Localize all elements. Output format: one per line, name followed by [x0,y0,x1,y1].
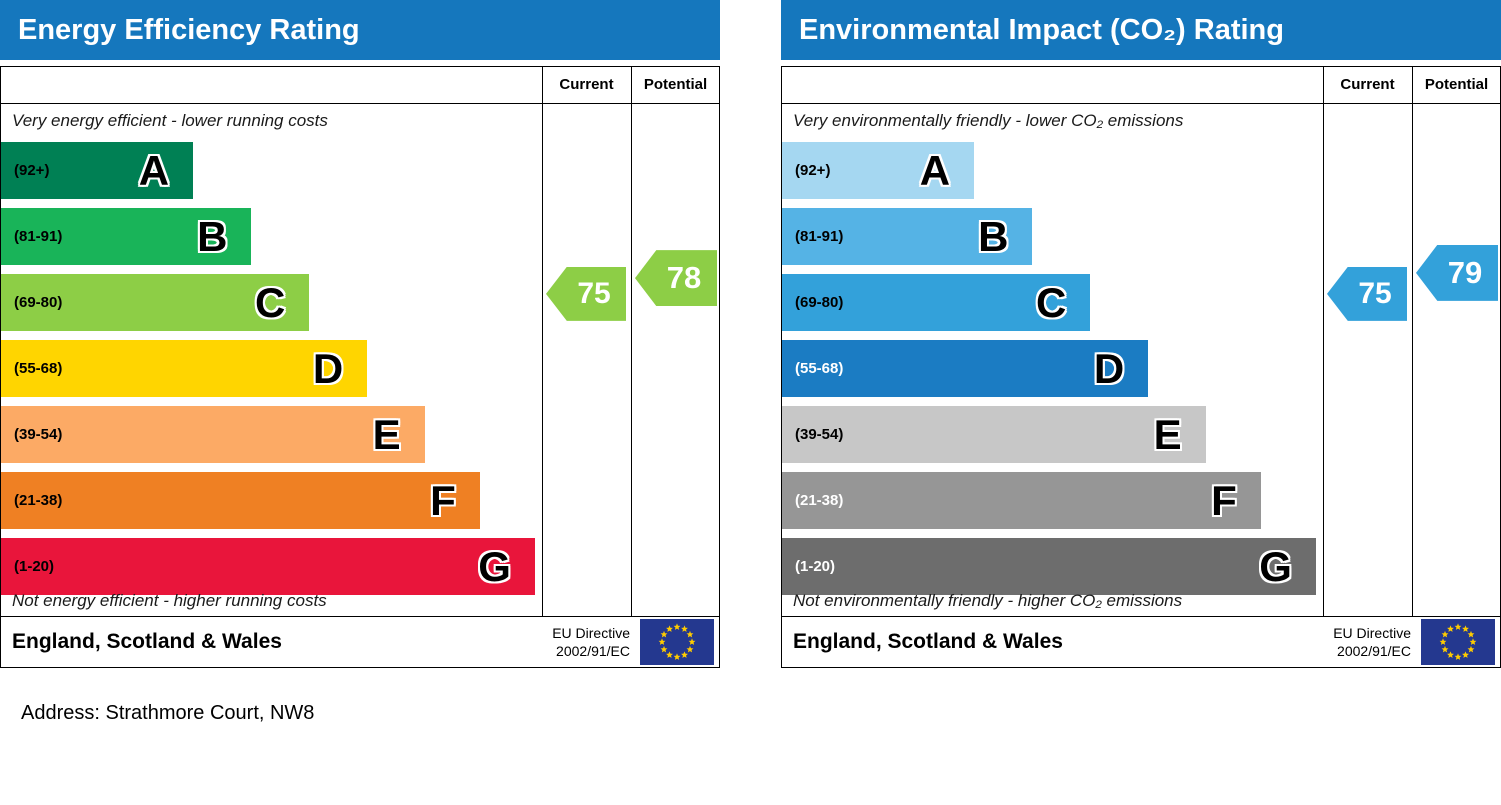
band-letter: G [478,542,511,590]
band-letter: D [312,344,344,392]
env-eu-directive-label: EU Directive 2002/91/EC [1333,624,1411,660]
band-range-label: (39-54) [795,426,844,443]
band-range-label: (55-68) [14,360,63,377]
energy-potential-column-divider [631,67,632,616]
band-row-f: (21-38) F [1,472,542,535]
band-range-label: (1-20) [14,558,55,575]
band-range-label: (69-80) [795,294,844,311]
env-bands: (92+) A (81-91) B (69-80) C (55-68) D (39-54) E (2… [782,142,1323,595]
band-bar-a: (92+) A [1,142,194,199]
band-range-label: (69-80) [14,294,63,311]
band-row-g: (1-20) G [782,538,1323,601]
env-eu-directive-line1: EU Directive [1333,624,1411,641]
band-bar-g: (1-20) G [1,538,535,595]
energy-panel-title-bar: Energy Efficiency Rating [0,0,720,60]
eu-flag-icon [640,619,714,665]
band-row-d: (55-68) D [782,340,1323,403]
band-letter: F [430,476,456,524]
energy-bottom-note: Not energy efficient - higher running co… [12,591,327,610]
env-current-column-divider [1323,67,1324,616]
energy-current-column-divider [542,67,543,616]
energy-efficiency-panel: Energy Efficiency Rating Current Potenti… [0,0,720,668]
band-letter: G [1259,542,1292,590]
band-bar-d: (55-68) D [1,340,368,397]
environmental-impact-panel: Environmental Impact (CO₂) Rating Curren… [781,0,1501,668]
band-letter: E [1153,410,1182,458]
band-row-e: (39-54) E [782,406,1323,469]
band-range-label: (21-38) [14,492,63,509]
env-bands-area: Very environmentally friendly - lower CO… [782,103,1323,619]
band-range-label: (81-91) [14,228,63,245]
band-range-label: (21-38) [795,492,844,509]
band-row-c: (69-80) C [782,274,1323,337]
band-letter: E [372,410,401,458]
energy-region-label: England, Scotland & Wales [12,630,282,653]
band-row-a: (92+) A [1,142,542,205]
energy-bands-area: Very energy efficient - lower running co… [1,103,542,619]
env-table-footer: England, Scotland & Wales EU Directive 2… [782,616,1500,667]
band-letter: F [1211,476,1237,524]
energy-table-footer: England, Scotland & Wales EU Directive 2… [1,616,719,667]
env-current-marker: 75 [1327,266,1407,321]
env-header-divider [782,103,1500,104]
band-range-label: (39-54) [14,426,63,443]
address-line: Address: Strathmore Court, NW8 [21,702,315,724]
energy-eu-directive-label: EU Directive 2002/91/EC [552,624,630,660]
band-bar-b: (81-91) B [1,208,252,265]
energy-current-marker: 75 [546,266,626,321]
env-current-column-header: Current [1340,76,1395,93]
env-potential-marker: 79 [1416,244,1498,301]
energy-panel-title: Energy Efficiency Rating [18,13,360,46]
band-bar-b: (81-91) B [782,208,1033,265]
env-rating-table: Current Potential Very environmentally f… [781,66,1501,668]
band-letter: B [197,212,228,260]
band-letter: B [978,212,1009,260]
band-row-d: (55-68) D [1,340,542,403]
energy-bands: (92+) A (81-91) B (69-80) C (55-68) D (39-54) E (2… [1,142,542,595]
band-row-b: (81-91) B [1,208,542,271]
band-letter: A [919,146,951,194]
energy-eu-directive-line1: EU Directive [552,624,630,641]
energy-eu-directive-line2: 2002/91/EC [556,643,630,659]
band-row-c: (69-80) C [1,274,542,337]
band-bar-f: (21-38) F [782,472,1261,529]
band-bar-e: (39-54) E [782,406,1206,463]
eu-flag-icon [1421,619,1495,665]
band-letter: C [255,278,286,326]
energy-potential-marker: 78 [635,250,717,307]
env-bottom-note: Not environmentally friendly - higher CO… [793,591,1183,610]
band-row-b: (81-91) B [782,208,1323,271]
env-top-note: Very environmentally friendly - lower CO… [793,111,1184,130]
band-letter: D [1093,344,1125,392]
band-bar-f: (21-38) F [1,472,480,529]
energy-rating-table: Current Potential Very energy efficient … [0,66,720,668]
env-panel-title-bar: Environmental Impact (CO₂) Rating [781,0,1501,60]
energy-top-note: Very energy efficient - lower running co… [12,111,328,130]
band-range-label: (81-91) [795,228,844,245]
band-bar-e: (39-54) E [1,406,425,463]
band-bar-d: (55-68) D [782,340,1149,397]
band-bar-g: (1-20) G [782,538,1316,595]
band-row-e: (39-54) E [1,406,542,469]
band-range-label: (1-20) [795,558,836,575]
energy-current-column-header: Current [559,76,614,93]
env-potential-column-divider [1412,67,1413,616]
band-letter: A [138,146,170,194]
band-bar-a: (92+) A [782,142,975,199]
env-region-label: England, Scotland & Wales [793,630,1063,653]
band-bar-c: (69-80) C [1,274,310,331]
energy-header-divider [1,103,719,104]
band-range-label: (92+) [795,162,831,179]
band-row-g: (1-20) G [1,538,542,601]
band-row-a: (92+) A [782,142,1323,205]
band-row-f: (21-38) F [782,472,1323,535]
env-potential-column-header: Potential [1424,76,1489,93]
env-panel-title: Environmental Impact (CO₂) Rating [799,13,1284,46]
band-bar-c: (69-80) C [782,274,1091,331]
band-range-label: (92+) [14,162,50,179]
env-eu-directive-line2: 2002/91/EC [1337,643,1411,659]
band-range-label: (55-68) [795,360,844,377]
band-letter: C [1036,278,1067,326]
energy-potential-column-header: Potential [643,76,708,93]
